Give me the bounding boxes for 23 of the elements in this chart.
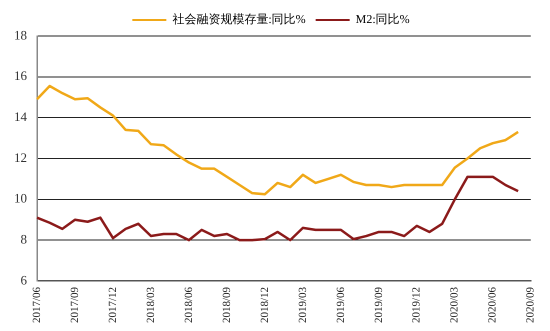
x-tick-label: 2018/03 — [144, 286, 157, 324]
x-tick-label: 2017/09 — [68, 286, 81, 324]
legend-label: M2:同比% — [356, 12, 410, 26]
x-tick-label: 2020/03 — [448, 286, 461, 324]
x-tick-label: 2019/03 — [296, 286, 309, 324]
y-tick-label: 6 — [20, 272, 28, 288]
y-tick-label: 10 — [14, 190, 27, 206]
y-tick-label: 8 — [20, 232, 27, 247]
x-tick-label: 2017/12 — [106, 286, 119, 324]
x-tick-label: 2019/09 — [372, 286, 385, 324]
x-tick-label: 2018/09 — [220, 286, 233, 324]
y-tick-label: 14 — [14, 109, 28, 124]
y-tick-label: 16 — [14, 68, 28, 84]
x-tick-label: 2018/06 — [182, 286, 195, 324]
y-tick-label: 12 — [14, 150, 27, 165]
x-tick-label: 2019/12 — [410, 286, 423, 324]
x-tick-label: 2020/09 — [524, 286, 537, 324]
y-tick-label: 18 — [14, 27, 27, 42]
x-tick-label: 2020/06 — [486, 286, 499, 324]
x-tick-label: 2017/06 — [30, 286, 43, 324]
x-tick-label: 2018/12 — [258, 286, 271, 324]
legend-label: 社会融资规模存量:同比% — [172, 12, 306, 26]
x-tick-label: 2019/06 — [334, 286, 347, 324]
